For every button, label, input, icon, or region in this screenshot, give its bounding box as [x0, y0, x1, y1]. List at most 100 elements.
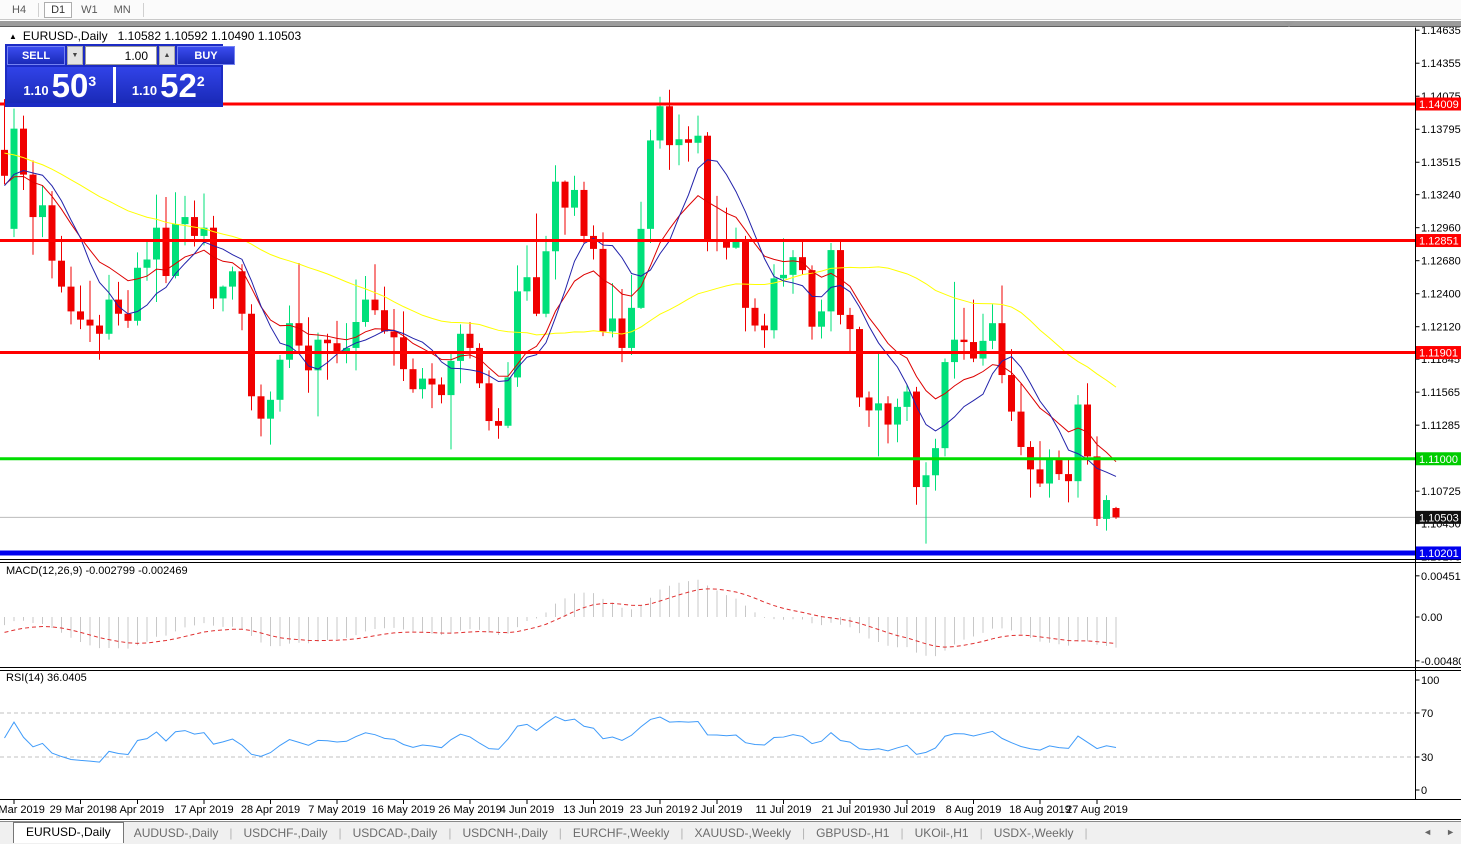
tab-eurusd-daily[interactable]: EURUSD-,Daily [13, 821, 124, 843]
svg-text:26 May 2019: 26 May 2019 [438, 804, 502, 816]
tab-scroll-left-button[interactable]: ◄ [1423, 827, 1433, 837]
buy-price-main: 52 [160, 67, 197, 104]
tab-usdcnh-daily[interactable]: USDCNH-,Daily [462, 826, 548, 840]
chart-shift-marker-icon[interactable] [1283, 21, 1295, 27]
volume-input[interactable] [85, 46, 157, 65]
sell-price-display[interactable]: 1.10 50 3 [7, 67, 113, 103]
timeframe-toolbar: H4 D1 W1 MN [0, 0, 1461, 20]
svg-text:16 May 2019: 16 May 2019 [372, 804, 436, 816]
collapse-icon[interactable]: ▲ [9, 32, 17, 41]
window-top-border [0, 20, 1461, 27]
buy-price-display[interactable]: 1.10 52 2 [115, 67, 221, 104]
toolbar-separator [38, 2, 40, 17]
chevron-up-icon: ▲ [163, 52, 171, 59]
tab-scroll-arrows: ◄ ► [1423, 827, 1455, 837]
sell-price-prefix: 1.10 [23, 83, 49, 98]
volume-decrease-button[interactable]: ▼ [67, 46, 83, 65]
tab-audusd-daily[interactable]: AUDUSD-,Daily [133, 826, 219, 840]
volume-increase-button[interactable]: ▲ [159, 46, 175, 65]
candles-layer [1, 89, 1120, 544]
svg-text:1.11285: 1.11285 [1421, 420, 1460, 432]
chevron-down-icon: ▼ [71, 52, 79, 59]
svg-text:27 Aug 2019: 27 Aug 2019 [1066, 804, 1128, 816]
timeframe-button-h4[interactable]: H4 [12, 3, 27, 16]
svg-text:1.12120: 1.12120 [1421, 322, 1461, 334]
svg-text:8 Aug 2019: 8 Aug 2019 [946, 804, 1002, 816]
tab-usdcad-daily[interactable]: USDCAD-,Daily [352, 826, 438, 840]
rsi-label: RSI(14) 36.0405 [6, 672, 87, 684]
tab-usdchf-daily[interactable]: USDCHF-,Daily [243, 826, 328, 840]
sell-price-main: 50 [51, 67, 89, 104]
svg-text:1.13515: 1.13515 [1421, 157, 1461, 169]
svg-text:0: 0 [1421, 785, 1427, 797]
svg-text:1.11000: 1.11000 [1419, 454, 1458, 466]
chart-title: ▲ EURUSD-,Daily 1.10582 1.10592 1.10490 1.… [9, 29, 301, 43]
svg-text:28 Apr 2019: 28 Apr 2019 [241, 804, 300, 816]
svg-text:8 Apr 2019: 8 Apr 2019 [111, 804, 164, 816]
tab-separator: | [979, 826, 983, 840]
svg-text:-0.004806: -0.004806 [1421, 656, 1461, 668]
svg-text:4 Jun 2019: 4 Jun 2019 [500, 804, 554, 816]
svg-text:1.14635: 1.14635 [1421, 27, 1461, 37]
svg-text:1.11901: 1.11901 [1419, 348, 1458, 360]
svg-text:1.14009: 1.14009 [1419, 99, 1459, 111]
tab-separator: | [680, 826, 684, 840]
sell-button[interactable]: SELL [7, 46, 65, 65]
svg-text:30 Jul 2019: 30 Jul 2019 [879, 804, 936, 816]
svg-text:2 Jul 2019: 2 Jul 2019 [692, 804, 743, 816]
svg-text:30: 30 [1421, 752, 1433, 764]
svg-text:18 Aug 2019: 18 Aug 2019 [1009, 804, 1071, 816]
sell-price-pip: 3 [88, 73, 97, 89]
svg-text:1.12851: 1.12851 [1419, 236, 1459, 248]
toolbar-separator [142, 2, 144, 17]
svg-text:100: 100 [1421, 675, 1439, 687]
tab-eurchf-weekly[interactable]: EURCHF-,Weekly [572, 826, 670, 840]
svg-text:13 Jun 2019: 13 Jun 2019 [563, 804, 624, 816]
chart-ohlc-values: 1.10582 1.10592 1.10490 1.10503 [117, 29, 302, 43]
svg-text:1.10201: 1.10201 [1419, 548, 1459, 560]
price-chart[interactable]: 1.146351.143551.140751.137951.135151.132… [0, 27, 1461, 821]
svg-text:1.12680: 1.12680 [1421, 256, 1461, 268]
svg-text:1.14355: 1.14355 [1421, 58, 1461, 70]
svg-text:20 Mar 2019: 20 Mar 2019 [0, 804, 45, 816]
chart-symbol-period: EURUSD-,Daily [22, 29, 108, 43]
svg-text:1.10503: 1.10503 [1419, 512, 1459, 524]
svg-text:11 Jul 2019: 11 Jul 2019 [755, 804, 811, 816]
svg-text:0.00: 0.00 [1421, 612, 1442, 624]
svg-text:7 May 2019: 7 May 2019 [308, 804, 365, 816]
timeframe-button-w1[interactable]: W1 [81, 3, 98, 16]
tab-separator: | [1084, 826, 1088, 840]
macd-pane [4, 579, 1117, 657]
tab-separator: | [801, 826, 806, 840]
tab-scroll-right-button[interactable]: ► [1446, 827, 1455, 837]
svg-text:23 Jun 2019: 23 Jun 2019 [630, 804, 691, 816]
svg-text:17 Apr 2019: 17 Apr 2019 [174, 804, 233, 816]
buy-price-pip: 2 [196, 73, 205, 89]
tab-separator: | [448, 826, 452, 840]
buy-price-prefix: 1.10 [131, 83, 158, 98]
svg-text:0.004517: 0.004517 [1421, 571, 1461, 583]
chart-tab-bar: EURUSD-,Daily AUDUSD-,Daily | USDCHF-,Daily… [0, 821, 1461, 844]
tab-usdx-weekly[interactable]: USDX-,Weekly [993, 826, 1074, 840]
svg-text:1.12400: 1.12400 [1421, 289, 1461, 301]
tab-separator: | [229, 826, 233, 840]
svg-text:29 Mar 2019: 29 Mar 2019 [50, 804, 112, 816]
svg-text:1.10725: 1.10725 [1421, 486, 1461, 498]
svg-text:1.11565: 1.11565 [1421, 387, 1460, 399]
timeframe-button-d1[interactable]: D1 [44, 1, 73, 18]
svg-text:1.13795: 1.13795 [1421, 124, 1461, 136]
svg-text:21 Jul 2019: 21 Jul 2019 [822, 804, 879, 816]
tab-separator: | [900, 826, 904, 840]
buy-button[interactable]: BUY [177, 46, 235, 65]
tab-separator: | [338, 826, 342, 840]
macd-label: MACD(12,26,9) -0.002799 -0.002469 [6, 565, 188, 577]
tab-gbpusd-h1[interactable]: GBPUSD-,H1 [816, 826, 890, 840]
tab-ukoil-h1[interactable]: UKOil-,H1 [914, 826, 969, 840]
tab-separator: | [558, 826, 562, 840]
tab-xauusd-weekly[interactable]: XAUUSD-,Weekly [694, 826, 791, 840]
svg-text:1.12960: 1.12960 [1421, 223, 1461, 235]
svg-text:1.13240: 1.13240 [1421, 190, 1461, 202]
timeframe-button-mn[interactable]: MN [113, 3, 131, 16]
